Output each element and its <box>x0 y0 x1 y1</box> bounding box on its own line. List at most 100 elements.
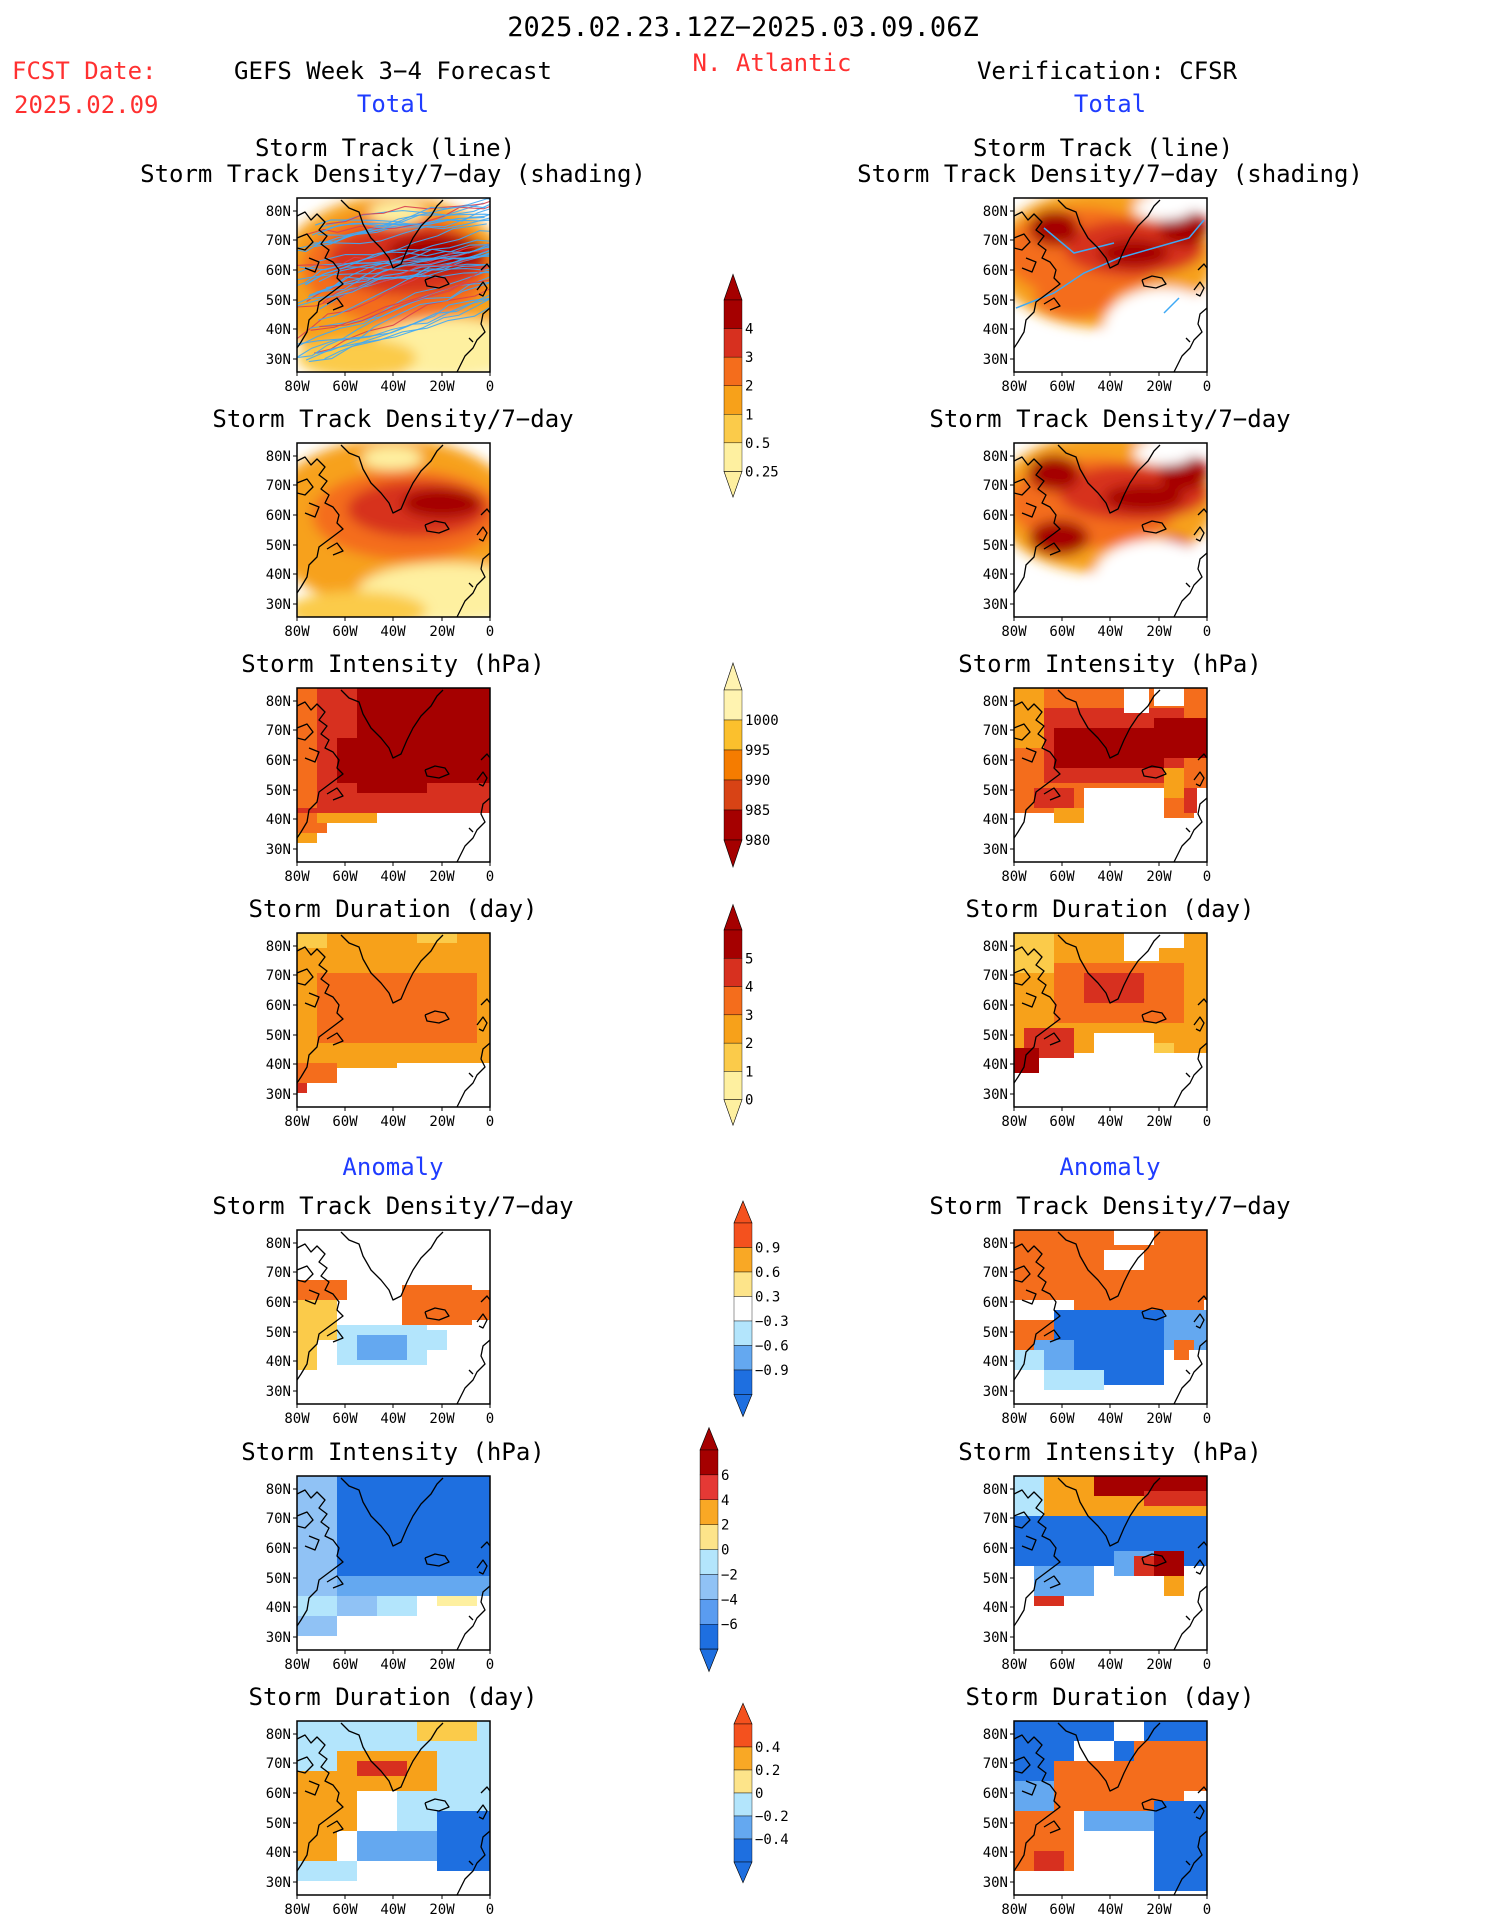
lat-label: 70N <box>983 233 1008 249</box>
lon-label: 60W <box>1049 1657 1075 1673</box>
fcst-label: FCST Date: <box>12 57 157 85</box>
colorbar-arrow-top <box>723 903 743 931</box>
map-fcst-density-field <box>297 443 490 617</box>
colorbar-segment <box>723 689 743 721</box>
colorbar-label: 0.9 <box>755 1241 780 1257</box>
lat-label: 30N <box>266 597 291 613</box>
map-fcst-track-field <box>297 198 490 372</box>
lon-label: 20W <box>1146 1411 1172 1427</box>
lat-label: 80N <box>983 449 1008 465</box>
lon-label: 40W <box>380 869 406 885</box>
lat-label: 60N <box>266 1295 291 1311</box>
colorbar-segment <box>733 1222 753 1248</box>
lat-label: 80N <box>266 1482 291 1498</box>
title-fcst-anom-density: Storm Track Density/7−day <box>212 1192 573 1220</box>
colorbar-arrow-top <box>733 1200 753 1224</box>
lon-label: 80W <box>284 1657 310 1673</box>
lat-label: 80N <box>983 1482 1008 1498</box>
lon-label: 60W <box>332 1114 358 1130</box>
lon-label: 0 <box>1203 1902 1211 1918</box>
lat-label: 40N <box>266 322 291 338</box>
lat-label: 60N <box>266 998 291 1014</box>
colorbar-arrow-top <box>733 1702 753 1725</box>
lat-label: 40N <box>266 1057 291 1073</box>
lat-label: 60N <box>983 1786 1008 1802</box>
lon-label: 80W <box>284 1411 310 1427</box>
colorbar-label: 3 <box>745 350 753 366</box>
lon-label: 0 <box>1203 624 1211 640</box>
map-fcst-intensity-field <box>297 688 490 862</box>
colorbar-label: −0.6 <box>755 1339 789 1355</box>
lat-label: 50N <box>266 293 291 309</box>
lat-label: 40N <box>266 567 291 583</box>
map-ver-anom-duration: 80N 70N 60N 50N 40N 30N 80W 60W 40W 20W 0 <box>983 1720 1211 1918</box>
lat-label: 50N <box>983 1816 1008 1832</box>
lat-label: 70N <box>983 478 1008 494</box>
map-fcst-anom-density: 80N 70N 60N 50N 40N 30N 80W 60W 40W 20W 0 <box>266 1229 494 1427</box>
colorbar-segment <box>733 1723 753 1748</box>
lon-label: 20W <box>429 379 455 395</box>
colorbar-intensity: 1000 995 990 985 980 <box>723 662 779 868</box>
map-fcst-anom-intensity-field <box>297 1476 490 1650</box>
lon-label: 80W <box>284 1902 310 1918</box>
lat-label: 40N <box>983 567 1008 583</box>
colorbar-label: 5 <box>745 951 753 967</box>
lon-label: 80W <box>284 379 310 395</box>
lon-label: 20W <box>1146 1902 1172 1918</box>
lon-label: 40W <box>380 1902 406 1918</box>
lat-label: 40N <box>266 1354 291 1370</box>
map-ver-track: 80N 70N 60N 50N 40N 30N 80W 60W 40W 20W 0 <box>983 197 1211 395</box>
lon-label: 0 <box>1203 1657 1211 1673</box>
colorbar-segment <box>723 986 743 1016</box>
lat-label: 40N <box>983 1600 1008 1616</box>
lon-label: 0 <box>486 1902 494 1918</box>
lon-label: 60W <box>332 1902 358 1918</box>
title-ver-anom-density: Storm Track Density/7−day <box>929 1192 1290 1220</box>
title-ver-track-shading: Storm Track Density/7−day (shading) <box>857 160 1363 188</box>
lon-label: 60W <box>1049 624 1075 640</box>
lon-label: 20W <box>1146 869 1172 885</box>
lat-label: 40N <box>983 1354 1008 1370</box>
map-fcst-duration: 80N 70N 60N 50N 40N 30N 80W 60W 40W 20W 0 <box>266 932 494 1130</box>
lat-label: 40N <box>983 322 1008 338</box>
lon-label: 0 <box>1203 1114 1211 1130</box>
colorbar-segment <box>723 929 743 959</box>
map-ver-density: 80N 70N 60N 50N 40N 30N 80W 60W 40W 20W 0 <box>983 442 1211 640</box>
title-ver-intensity: Storm Intensity (hPa) <box>958 650 1261 678</box>
colorbar-segment <box>723 328 743 358</box>
colorbar-segment <box>723 299 743 329</box>
colorbar-segment <box>723 1071 743 1100</box>
map-fcst-anom-duration: 80N 70N 60N 50N 40N 30N 80W 60W 40W 20W 0 <box>266 1720 494 1918</box>
colorbar-label: 1 <box>745 1064 753 1080</box>
title-fcst-duration: Storm Duration (day) <box>249 895 538 923</box>
map-fcst-track: 80N 70N 60N 50N 40N 30N 80W 60W 40W 20W 0 <box>266 197 494 395</box>
colorbar-segment <box>723 385 743 415</box>
colorbar-label: 980 <box>745 833 770 849</box>
lon-label: 60W <box>332 1657 358 1673</box>
colorbars: 43210.50.2510009959909859805432100.90.60… <box>699 273 789 1884</box>
colorbar-segment <box>699 1624 719 1650</box>
lon-label: 60W <box>1049 1902 1075 1918</box>
lon-label: 80W <box>1001 1657 1027 1673</box>
lon-label: 20W <box>1146 379 1172 395</box>
lon-label: 20W <box>1146 1114 1172 1130</box>
lat-label: 80N <box>266 1727 291 1743</box>
lat-label: 30N <box>983 842 1008 858</box>
lon-label: 80W <box>1001 869 1027 885</box>
lat-label: 70N <box>266 1511 291 1527</box>
section-anomaly-right: Anomaly <box>1059 1153 1160 1181</box>
lon-label: 20W <box>1146 1657 1172 1673</box>
lon-label: 60W <box>332 869 358 885</box>
map-ver-anom-intensity-field <box>1014 1476 1207 1650</box>
colorbar-label: −0.4 <box>755 1832 789 1848</box>
colorbar-label: 985 <box>745 803 770 819</box>
colorbar-label: 0 <box>745 1093 753 1109</box>
verification-track-lines <box>1015 219 1205 314</box>
map-ver-density-field <box>1014 443 1207 617</box>
colorbar-segment <box>733 1838 753 1863</box>
map-ver-anom-intensity: 80N 70N 60N 50N 40N 30N 80W 60W 40W 20W 0 <box>983 1475 1211 1673</box>
lon-label: 20W <box>429 869 455 885</box>
lat-label: 70N <box>983 723 1008 739</box>
forecast-track-lines <box>297 198 490 363</box>
lon-label: 40W <box>1097 1114 1123 1130</box>
